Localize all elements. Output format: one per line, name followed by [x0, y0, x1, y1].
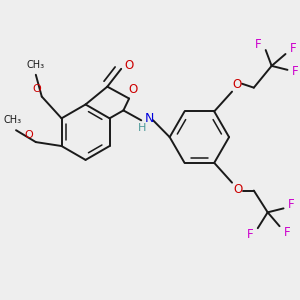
Text: O: O [232, 78, 242, 91]
Text: O: O [233, 183, 243, 196]
Text: F: F [254, 38, 261, 51]
Text: CH₃: CH₃ [27, 60, 45, 70]
Text: O: O [32, 84, 41, 94]
Text: F: F [292, 65, 299, 78]
Text: O: O [25, 130, 33, 140]
Text: F: F [247, 228, 253, 241]
Text: H: H [138, 123, 146, 133]
Text: O: O [128, 83, 138, 96]
Text: O: O [124, 59, 134, 72]
Text: F: F [290, 42, 297, 55]
Text: CH₃: CH₃ [3, 115, 21, 125]
Text: N: N [145, 112, 154, 125]
Text: F: F [284, 226, 291, 238]
Text: F: F [288, 198, 295, 211]
